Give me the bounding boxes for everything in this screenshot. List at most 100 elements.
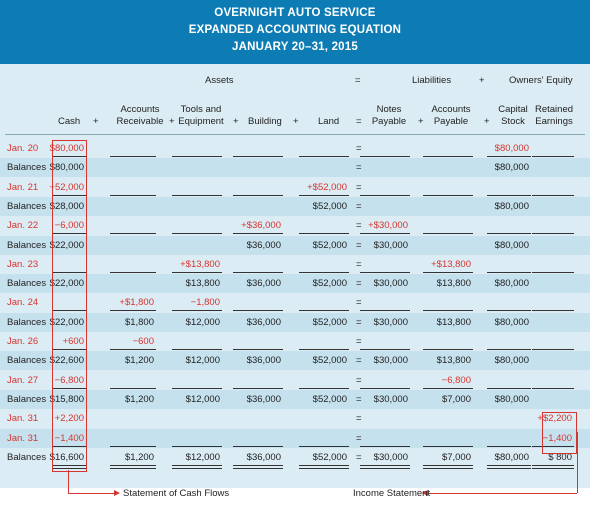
row-label: Jan. 24 <box>7 297 39 308</box>
row-equals: = <box>356 336 362 347</box>
sum-rule <box>487 195 531 196</box>
cell-cash: +2,200 <box>54 413 84 424</box>
sum-rule <box>110 272 156 273</box>
cell-land: $52,000 <box>312 355 347 366</box>
row-label: Balances <box>7 162 47 173</box>
col-plus-3: + <box>233 116 239 127</box>
sum-rule <box>299 310 349 311</box>
col-ap-line2: Payable <box>433 116 469 127</box>
cell-land: +$52,000 <box>307 182 347 193</box>
sum-rule <box>172 156 222 157</box>
total-double-rule <box>487 465 531 469</box>
cell-cs: $80,000 <box>494 317 529 328</box>
sum-rule <box>423 310 473 311</box>
cell-bld: $36,000 <box>246 394 281 405</box>
cell-ap: +$13,800 <box>431 259 471 270</box>
row-label: Jan. 20 <box>7 143 39 154</box>
cell-te: −1,800 <box>190 297 220 308</box>
row-label: Jan. 31 <box>7 413 39 424</box>
sum-rule <box>172 195 222 196</box>
sum-rule <box>172 388 222 389</box>
cell-cash: +600 <box>62 336 84 347</box>
col-cs-line1: Capital <box>498 104 528 115</box>
cell-ap: $7,000 <box>441 394 471 405</box>
col-land: Land <box>318 116 340 127</box>
cell-cash: $22,000 <box>49 240 84 251</box>
sum-rule <box>423 349 473 350</box>
cell-cs: $80,000 <box>494 355 529 366</box>
row-label: Jan. 27 <box>7 375 39 386</box>
group-assets: Assets <box>205 75 234 86</box>
group-liabilities: Liabilities <box>412 75 452 86</box>
sum-rule <box>487 156 531 157</box>
cell-bld: $36,000 <box>246 278 281 289</box>
report-period: JANUARY 20–31, 2015 <box>232 41 358 53</box>
row-label: Balances <box>7 452 47 463</box>
cell-ar: $1,200 <box>124 394 154 405</box>
cell-te: $13,800 <box>185 278 220 289</box>
cell-land: $52,000 <box>312 394 347 405</box>
cell-bld: +$36,000 <box>241 220 281 231</box>
col-plus-5: + <box>418 116 424 127</box>
sum-rule <box>423 195 473 196</box>
row-band <box>0 390 590 409</box>
sum-rule <box>52 388 86 389</box>
sum-rule <box>360 388 410 389</box>
sum-rule <box>360 233 410 234</box>
row-label: Balances <box>7 394 47 405</box>
sum-rule <box>110 349 156 350</box>
row-band <box>0 197 590 216</box>
row-label: Balances <box>7 355 47 366</box>
cash-flow-connector-h <box>68 493 114 494</box>
col-plus-2: + <box>169 116 175 127</box>
cell-cash: $28,000 <box>49 201 84 212</box>
cell-te: $12,000 <box>185 452 220 463</box>
row-band <box>0 429 590 448</box>
row-band <box>0 351 590 370</box>
row-equals: = <box>356 394 362 405</box>
group-equals: = <box>355 75 361 86</box>
cell-np: $30,000 <box>373 240 408 251</box>
cell-cash: $22,000 <box>49 278 84 289</box>
row-band <box>0 158 590 177</box>
sum-rule <box>110 233 156 234</box>
row-label: Jan. 22 <box>7 220 39 231</box>
sum-rule <box>233 233 283 234</box>
col-te-line1: Tools and <box>180 104 222 115</box>
sum-rule <box>52 195 86 196</box>
statement-of-cash-flows-label: Statement of Cash Flows <box>123 488 230 499</box>
row-equals: = <box>356 297 362 308</box>
cell-cash: −52,000 <box>49 182 84 193</box>
sum-rule <box>532 446 574 447</box>
row-equals: = <box>356 375 362 386</box>
income-connector-h <box>428 493 577 494</box>
cell-land: $52,000 <box>312 278 347 289</box>
cell-ar: $1,800 <box>124 317 154 328</box>
sum-rule <box>110 446 156 447</box>
row-label: Jan. 31 <box>7 433 39 444</box>
cell-land: $52,000 <box>312 201 347 212</box>
income-connector <box>577 432 578 493</box>
sum-rule <box>532 156 574 157</box>
cell-ap: −6,800 <box>441 375 471 386</box>
group-plus: + <box>479 75 485 86</box>
sum-rule <box>299 272 349 273</box>
sum-rule <box>487 272 531 273</box>
sum-rule <box>487 388 531 389</box>
cell-cs: $80,000 <box>494 162 529 173</box>
sum-rule <box>52 233 86 234</box>
sum-rule <box>110 156 156 157</box>
cell-cs: $80,000 <box>494 278 529 289</box>
sum-rule <box>299 156 349 157</box>
col-np-line1: Notes <box>376 104 402 115</box>
sum-rule <box>532 349 574 350</box>
sum-rule <box>172 310 222 311</box>
row-equals: = <box>356 452 362 463</box>
col-ar-line1: Accounts <box>120 104 160 115</box>
cell-land: $52,000 <box>312 240 347 251</box>
row-label: Balances <box>7 317 47 328</box>
row-equals: = <box>356 413 362 424</box>
cell-ar: +$1,800 <box>119 297 154 308</box>
cell-cs: $80,000 <box>494 143 529 154</box>
sum-rule <box>423 272 473 273</box>
